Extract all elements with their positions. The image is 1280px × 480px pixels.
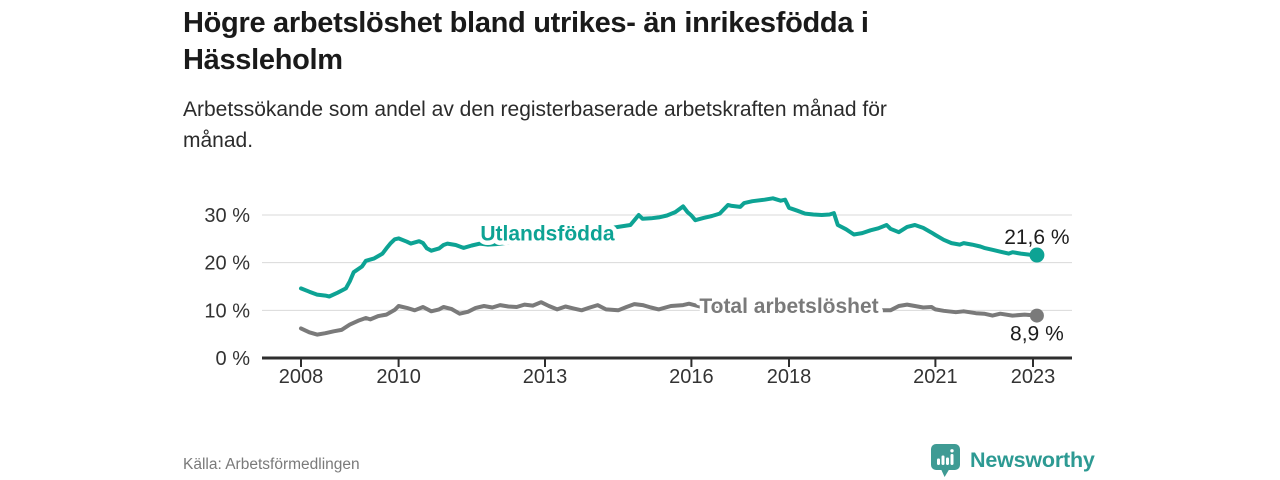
- x-tick-label-2023: 2023: [1011, 366, 1056, 388]
- chart-subtitle-line-2: månad.: [183, 129, 254, 152]
- series-end-value-0: 21,6 %: [1004, 226, 1069, 249]
- series-line-1: [299, 300, 1039, 337]
- series-end-dot-0: [1029, 247, 1045, 263]
- series-end-value-1: 8,9 %: [1010, 323, 1064, 346]
- chart-subtitle-line-1: Arbetssökande som andel av den registerb…: [183, 98, 887, 121]
- series-line-0: [299, 196, 1039, 299]
- chart-subtitle: Arbetssökande som andel av den registerb…: [183, 94, 1043, 156]
- series-end-dot-1: [1029, 308, 1044, 323]
- y-tick-label-10: 10 %: [204, 300, 250, 322]
- y-tick-label-0: 0 %: [216, 348, 251, 370]
- newsworthy-logo-text: Newsworthy: [970, 447, 1095, 472]
- y-tick-label-20: 20 %: [204, 253, 250, 275]
- page-title-line-1: Högre arbetslöshet bland utrikes- än inr…: [183, 7, 869, 39]
- source-text: Källa: Arbetsförmedlingen: [183, 456, 360, 473]
- series-label-1: Total arbetslöshet: [699, 295, 878, 318]
- newsworthy-logo-icon: [931, 443, 960, 477]
- x-tick-label-2013: 2013: [523, 366, 568, 388]
- x-tick-label-2021: 2021: [913, 366, 958, 388]
- x-tick-label-2018: 2018: [767, 366, 812, 388]
- newsworthy-logo[interactable]: Newsworthy: [930, 442, 1095, 478]
- y-tick-label-30: 30 %: [204, 205, 250, 227]
- x-tick-label-2008: 2008: [279, 366, 324, 388]
- line-chart: 0 % 10 % 20 % 30 % 2008 2010 2013 2016 2018 2021 2…: [180, 180, 1120, 400]
- page-title-line-2: Hässleholm: [183, 44, 343, 76]
- x-tick-label-2010: 2010: [376, 366, 421, 388]
- x-tick-label-2016: 2016: [669, 366, 714, 388]
- chart-svg: 0 % 10 % 20 % 30 % 2008 2010 2013 2016 2018 2021 2…: [204, 196, 1072, 388]
- series-label-0: Utlandsfödda: [480, 223, 614, 246]
- page-title: Högre arbetslöshet bland utrikes- än inr…: [183, 5, 1088, 79]
